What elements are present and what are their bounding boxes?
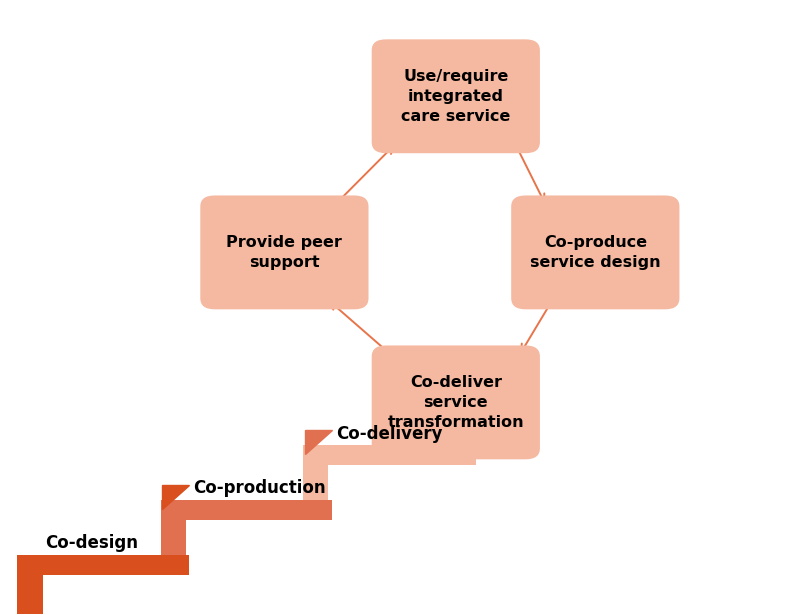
FancyBboxPatch shape (18, 555, 189, 575)
Text: Co-produce
service design: Co-produce service design (530, 235, 661, 270)
Text: Co-deliver
service
transformation: Co-deliver service transformation (387, 375, 524, 430)
Polygon shape (449, 387, 476, 411)
Polygon shape (306, 430, 332, 454)
FancyBboxPatch shape (302, 445, 328, 501)
FancyBboxPatch shape (18, 555, 43, 614)
FancyBboxPatch shape (161, 501, 186, 555)
Text: Co-production: Co-production (193, 479, 326, 498)
FancyBboxPatch shape (200, 196, 369, 309)
Text: Use/require
integrated
care service: Use/require integrated care service (401, 69, 510, 124)
FancyBboxPatch shape (372, 39, 540, 153)
Polygon shape (162, 485, 189, 509)
FancyBboxPatch shape (511, 196, 679, 309)
FancyBboxPatch shape (372, 346, 540, 459)
FancyBboxPatch shape (161, 501, 332, 520)
Text: Co-delivery: Co-delivery (336, 426, 442, 443)
FancyBboxPatch shape (302, 445, 476, 465)
Text: Co-design: Co-design (46, 534, 138, 552)
Text: Provide peer
support: Provide peer support (226, 235, 342, 270)
